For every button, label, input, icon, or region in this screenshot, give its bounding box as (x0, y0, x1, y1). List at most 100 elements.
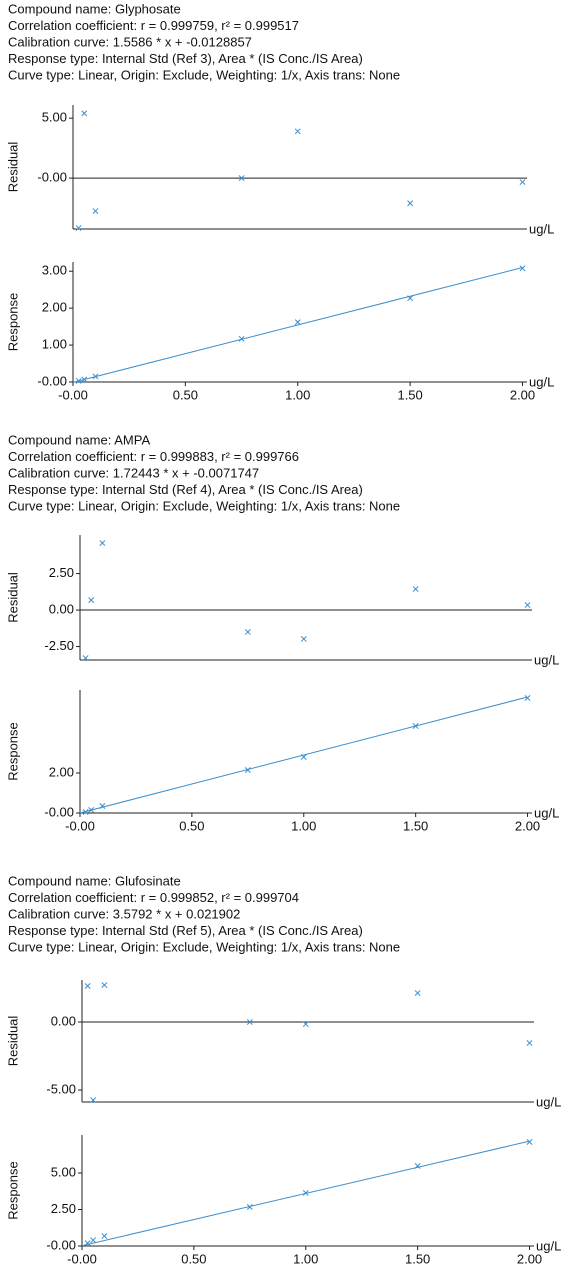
point (99, 540, 106, 546)
point (101, 1233, 108, 1240)
point (414, 1163, 421, 1169)
point (300, 636, 307, 642)
point (92, 208, 99, 214)
point (75, 377, 82, 384)
y-tick-label: 0.00 (49, 601, 74, 616)
x-tick-label: -0.00 (67, 1251, 97, 1266)
header-line: Calibration curve: 3.5792 * x + 0.021902 (8, 906, 240, 921)
point (82, 809, 89, 815)
y-tick-label: -5.00 (46, 1081, 76, 1096)
y-axis-label: Residual (5, 1016, 20, 1067)
point (99, 803, 106, 809)
x-tick-label: 0.50 (179, 818, 204, 833)
header-line: Curve type: Linear, Origin: Exclude, Wei… (8, 498, 400, 513)
y-tick-label: -0.00 (44, 804, 74, 819)
point (414, 990, 421, 997)
point (412, 586, 419, 592)
x-axis-label: ug/L (536, 1238, 561, 1253)
header-line: Calibration curve: 1.5586 * x + -0.01288… (8, 34, 252, 49)
point (519, 179, 526, 185)
point (519, 265, 526, 272)
point (246, 1019, 253, 1025)
fit-line (79, 696, 528, 814)
header-line: Correlation coefficient: r = 0.999759, r… (8, 18, 299, 33)
point (526, 1139, 533, 1145)
y-axis-label: Response (5, 722, 20, 781)
point (101, 982, 108, 988)
x-tick-label: 0.50 (181, 1251, 206, 1266)
x-tick-label: 1.50 (405, 1251, 430, 1266)
x-axis-label: ug/L (534, 652, 559, 667)
point (524, 695, 531, 701)
point (524, 602, 531, 609)
x-axis-label: ug/L (534, 805, 559, 820)
point (244, 767, 251, 773)
header-line: Correlation coefficient: r = 0.999852, r… (8, 890, 299, 905)
y-tick-label: 1.00 (42, 337, 67, 352)
y-tick-label: -0.00 (37, 373, 67, 388)
y-tick-label: 5.00 (42, 110, 67, 125)
y-axis-label: Residual (5, 142, 20, 193)
point (88, 807, 95, 813)
point (407, 200, 414, 207)
y-tick-label: -2.50 (44, 638, 74, 653)
y-tick-label: 0.00 (51, 1013, 76, 1028)
x-tick-label: 1.50 (397, 387, 422, 402)
x-axis-label: ug/L (536, 1094, 561, 1109)
header-line: Compound name: Glyphosate (8, 1, 181, 16)
y-tick-label: 2.50 (51, 1201, 76, 1216)
header-line: Curve type: Linear, Origin: Exclude, Wei… (8, 939, 400, 954)
x-tick-label: -0.00 (65, 818, 95, 833)
x-tick-label: -0.00 (58, 387, 88, 402)
y-tick-label: 2.00 (49, 764, 74, 779)
header-line: Compound name: Glufosinate (8, 873, 181, 888)
x-tick-label: 2.00 (515, 818, 540, 833)
point (84, 983, 91, 989)
header-line: Calibration curve: 1.72443 * x + -0.0071… (8, 465, 259, 480)
point (81, 110, 88, 117)
point (294, 128, 301, 135)
y-tick-label: 3.00 (42, 263, 67, 278)
header-line: Response type: Internal Std (Ref 3), Are… (8, 51, 363, 66)
point (294, 319, 301, 326)
x-axis-label: ug/L (529, 221, 554, 236)
point (407, 295, 414, 302)
point (238, 335, 245, 342)
y-tick-label: 5.00 (51, 1164, 76, 1179)
header-line: Response type: Internal Std (Ref 4), Are… (8, 482, 363, 497)
point (90, 1097, 97, 1104)
point (92, 373, 99, 380)
x-tick-label: 2.00 (517, 1251, 542, 1266)
y-axis-label: Response (5, 293, 20, 352)
point (412, 723, 419, 729)
x-tick-label: 2.00 (510, 387, 535, 402)
header-line: Correlation coefficient: r = 0.999883, r… (8, 449, 299, 464)
point (81, 376, 88, 383)
point (244, 629, 251, 635)
x-tick-label: 1.00 (293, 1251, 318, 1266)
point (302, 1021, 309, 1028)
y-axis-label: Response (5, 1161, 20, 1220)
x-tick-label: 0.50 (173, 387, 198, 402)
point (84, 1240, 91, 1247)
header-line: Curve type: Linear, Origin: Exclude, Wei… (8, 67, 400, 82)
point (75, 225, 82, 231)
point (246, 1204, 253, 1210)
y-tick-label: -0.00 (46, 1237, 76, 1252)
y-axis-label: Residual (5, 572, 20, 623)
y-tick-label: 2.00 (42, 300, 67, 315)
point (82, 655, 89, 662)
x-tick-label: 1.00 (285, 387, 310, 402)
point (302, 1190, 309, 1196)
x-axis-label: ug/L (529, 374, 554, 389)
point (90, 1237, 97, 1244)
y-tick-label: 2.50 (49, 565, 74, 580)
x-tick-label: 1.50 (403, 818, 428, 833)
point (300, 754, 307, 760)
y-tick-label: -0.00 (37, 170, 67, 185)
x-tick-label: 1.00 (291, 818, 316, 833)
point (526, 1040, 533, 1046)
header-line: Response type: Internal Std (Ref 5), Are… (8, 923, 363, 938)
